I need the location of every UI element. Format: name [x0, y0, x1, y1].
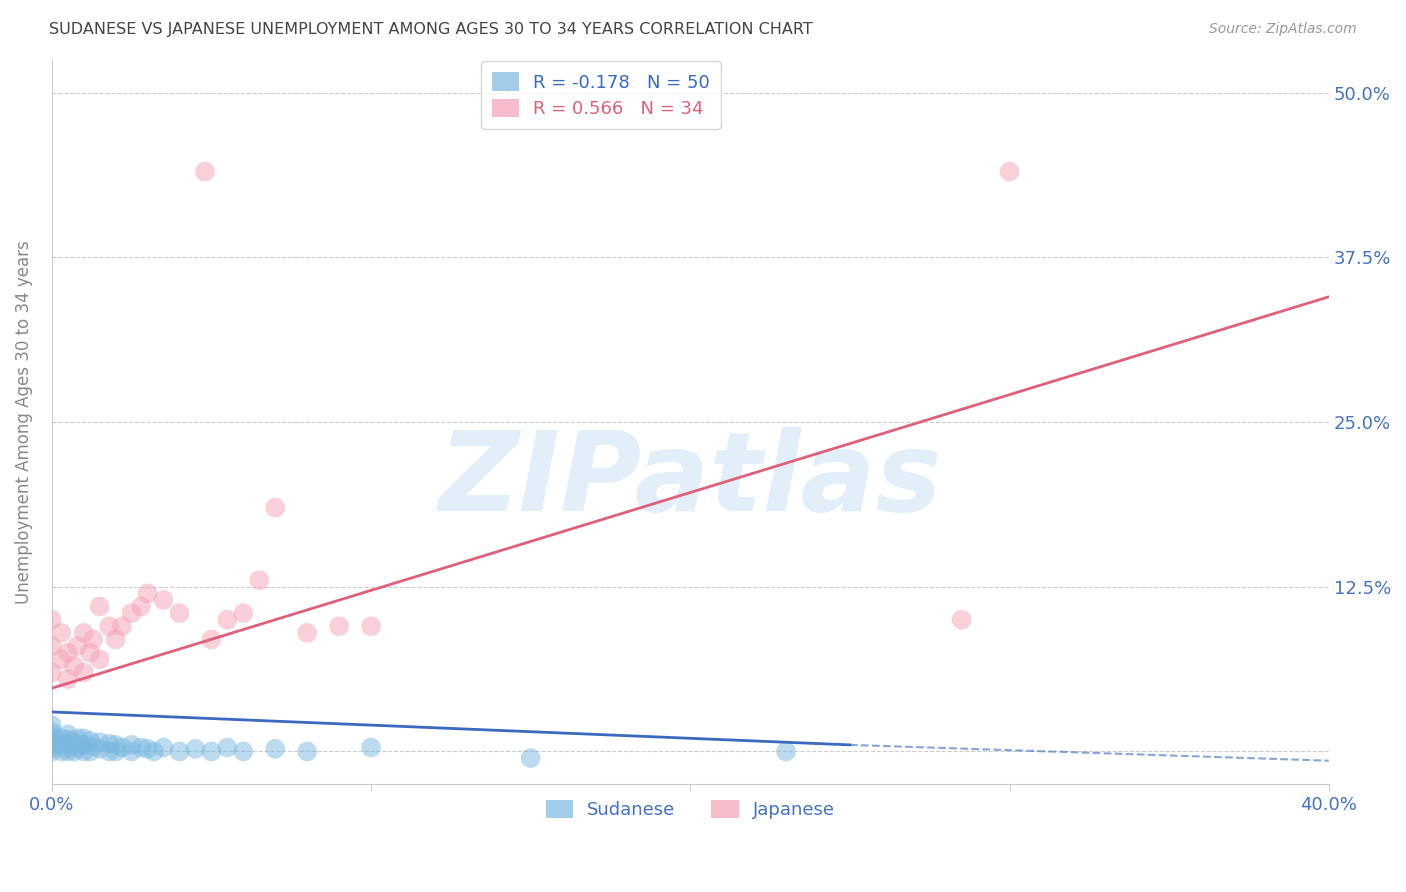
Point — [89, 735, 111, 749]
Point — [63, 744, 86, 758]
Point — [136, 586, 159, 600]
Point — [775, 744, 797, 758]
Point — [79, 744, 101, 758]
Point — [73, 744, 96, 758]
Point — [200, 744, 222, 758]
Point — [89, 742, 111, 756]
Point — [264, 742, 287, 756]
Point — [152, 740, 174, 755]
Point — [41, 724, 63, 739]
Point — [136, 742, 159, 756]
Point — [56, 732, 79, 747]
Point — [73, 625, 96, 640]
Point — [200, 632, 222, 647]
Point — [51, 744, 73, 758]
Point — [360, 740, 382, 755]
Y-axis label: Unemployment Among Ages 30 to 34 years: Unemployment Among Ages 30 to 34 years — [15, 240, 32, 604]
Point — [51, 738, 73, 752]
Text: ZIPatlas: ZIPatlas — [439, 426, 942, 533]
Point — [295, 744, 318, 758]
Point — [66, 740, 89, 755]
Point — [98, 744, 121, 758]
Point — [41, 738, 63, 752]
Point — [73, 738, 96, 752]
Legend: Sudanese, Japanese: Sudanese, Japanese — [538, 792, 842, 826]
Point — [98, 737, 121, 751]
Point — [56, 744, 79, 758]
Point — [82, 739, 104, 754]
Point — [63, 658, 86, 673]
Point — [41, 744, 63, 758]
Point — [111, 619, 134, 633]
Point — [51, 731, 73, 746]
Point — [41, 639, 63, 653]
Point — [41, 731, 63, 746]
Point — [73, 665, 96, 680]
Point — [142, 744, 165, 758]
Point — [152, 593, 174, 607]
Point — [66, 731, 89, 746]
Point — [111, 740, 134, 755]
Point — [129, 599, 152, 614]
Point — [41, 718, 63, 732]
Point — [264, 500, 287, 515]
Point — [73, 731, 96, 746]
Point — [56, 727, 79, 741]
Point — [232, 744, 254, 758]
Point — [89, 599, 111, 614]
Point — [295, 625, 318, 640]
Point — [56, 672, 79, 686]
Point — [998, 164, 1021, 178]
Point — [51, 625, 73, 640]
Point — [56, 737, 79, 751]
Point — [129, 740, 152, 755]
Point — [519, 751, 541, 765]
Point — [232, 606, 254, 620]
Point — [41, 740, 63, 755]
Text: SUDANESE VS JAPANESE UNEMPLOYMENT AMONG AGES 30 TO 34 YEARS CORRELATION CHART: SUDANESE VS JAPANESE UNEMPLOYMENT AMONG … — [49, 22, 813, 37]
Point — [169, 606, 191, 620]
Point — [63, 735, 86, 749]
Point — [41, 735, 63, 749]
Point — [98, 619, 121, 633]
Point — [56, 646, 79, 660]
Point — [104, 738, 127, 752]
Point — [51, 652, 73, 666]
Point — [56, 740, 79, 755]
Point — [41, 665, 63, 680]
Point — [104, 744, 127, 758]
Point — [169, 744, 191, 758]
Point — [217, 740, 239, 755]
Point — [41, 729, 63, 743]
Point — [79, 646, 101, 660]
Point — [82, 632, 104, 647]
Point — [69, 738, 91, 752]
Point — [89, 652, 111, 666]
Point — [121, 738, 143, 752]
Point — [247, 573, 270, 587]
Point — [950, 613, 973, 627]
Point — [121, 744, 143, 758]
Point — [66, 639, 89, 653]
Point — [121, 606, 143, 620]
Point — [79, 734, 101, 748]
Point — [328, 619, 350, 633]
Point — [360, 619, 382, 633]
Text: Source: ZipAtlas.com: Source: ZipAtlas.com — [1209, 22, 1357, 37]
Point — [104, 632, 127, 647]
Point — [41, 613, 63, 627]
Point — [194, 164, 217, 178]
Point — [184, 742, 207, 756]
Point — [217, 613, 239, 627]
